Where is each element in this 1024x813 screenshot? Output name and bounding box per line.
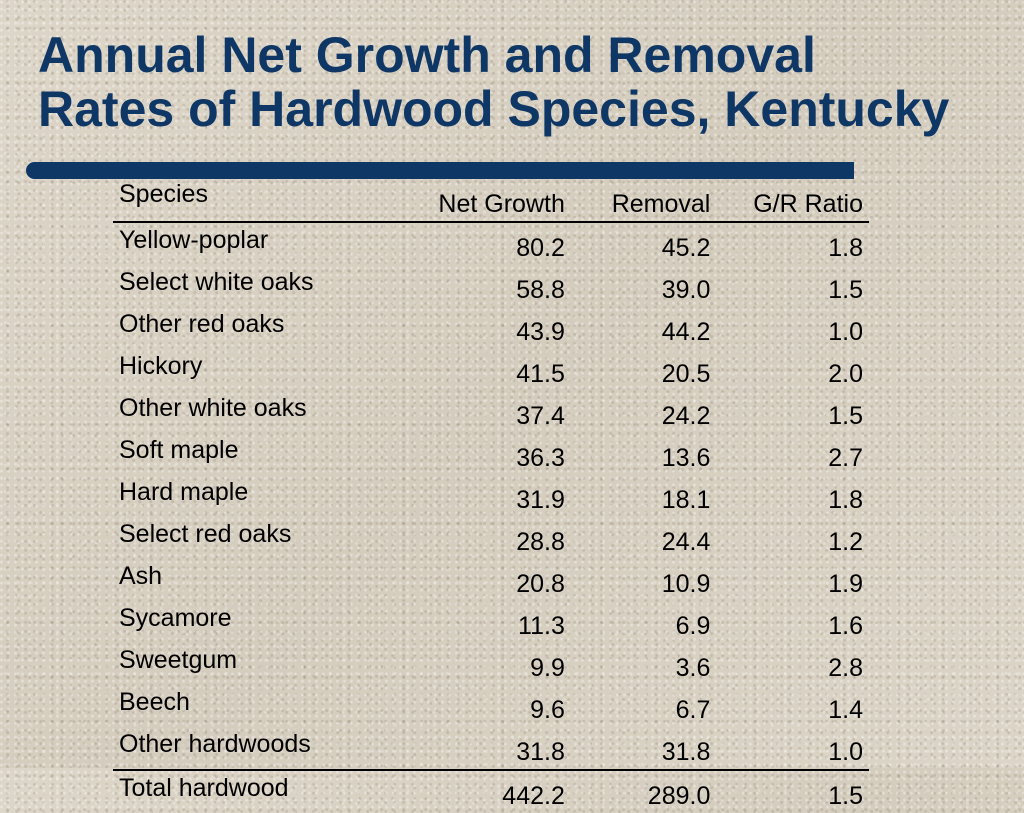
growth-removal-table: Species Net Growth Removal G/R Ratio Yel… [113,180,869,813]
table-row: Sycamore 11.3 6.9 1.6 [113,601,869,643]
cell-removal: 18.1 [661,486,711,514]
cell-gr-ratio: 1.8 [828,486,863,514]
table-row: Other hardwoods 31.8 31.8 1.0 [113,727,869,770]
table-row: Other red oaks 43.9 44.2 1.0 [113,307,869,349]
cell-species: Select red oaks [119,520,292,548]
cell-net-growth: 28.8 [516,528,565,556]
cell-gr-ratio: 1.5 [828,402,863,430]
cell-net-growth: 36.3 [516,444,565,472]
cell-species: Hickory [119,352,203,380]
cell-net-growth: 20.8 [516,570,565,598]
table-row: Beech 9.6 6.7 1.4 [113,685,869,727]
cell-net-growth: 31.9 [516,486,565,514]
cell-removal: 3.6 [675,654,711,682]
cell-gr-ratio: 2.0 [828,360,863,388]
table-row: Sweetgum 9.9 3.6 2.8 [113,643,869,685]
cell-removal: 39.0 [661,276,711,304]
cell-net-growth: 58.8 [516,276,565,304]
cell-removal: 20.5 [661,360,711,388]
table-header-row: Species Net Growth Removal G/R Ratio [113,180,869,223]
cell-species: Ash [119,562,163,590]
total-net-growth: 442.2 [408,769,571,813]
cell-gr-ratio: 2.7 [828,444,863,472]
cell-net-growth: 43.9 [516,318,565,346]
cell-net-growth: 41.5 [516,360,565,388]
cell-gr-ratio: 2.8 [828,654,863,682]
slide-title-line-2: Rates of Hardwood Species, Kentucky [38,81,950,137]
total-gr-ratio: 1.5 [716,769,869,813]
table-row: Select red oaks 28.8 24.4 1.2 [113,517,869,559]
cell-net-growth: 80.2 [516,234,565,262]
cell-removal: 24.2 [661,402,711,430]
slide-title-line-1: Annual Net Growth and Removal [38,27,816,83]
cell-gr-ratio: 1.2 [828,528,863,556]
cell-species: Other white oaks [119,394,307,422]
table-body: Yellow-poplar 80.2 45.2 1.8 Select white… [113,222,869,813]
table-row: Ash 20.8 10.9 1.9 [113,559,869,601]
cell-gr-ratio: 1.0 [828,738,863,766]
header-species: Species [113,180,409,223]
total-removal: 289.0 [570,769,717,813]
cell-removal: 6.9 [675,612,711,640]
cell-removal: 6.7 [675,696,711,724]
cell-species: Other red oaks [119,310,285,338]
cell-gr-ratio: 1.0 [828,318,863,346]
table-header: Species Net Growth Removal G/R Ratio [113,180,869,223]
cell-species: Beech [119,688,190,716]
slide-title: Annual Net Growth and Removal Rates of H… [38,28,998,136]
cell-gr-ratio: 1.8 [828,234,863,262]
cell-species: Other hardwoods [119,730,311,758]
cell-species: Sweetgum [119,646,238,674]
header-gr-ratio: G/R Ratio [716,180,869,223]
cell-removal: 10.9 [661,570,711,598]
cell-net-growth: 9.9 [530,654,565,682]
table-row: Other white oaks 37.4 24.2 1.5 [113,391,869,433]
cell-net-growth: 11.3 [518,612,565,640]
cell-species: Hard maple [119,478,249,506]
cell-removal: 44.2 [661,318,711,346]
cell-net-growth: 31.8 [516,738,565,766]
table-row: Hard maple 31.9 18.1 1.8 [113,475,869,517]
table-row: Select white oaks 58.8 39.0 1.5 [113,265,869,307]
cell-species: Yellow-poplar [119,226,269,254]
cell-species: Select white oaks [119,268,314,296]
cell-removal: 24.4 [661,528,711,556]
cell-net-growth: 9.6 [530,696,565,724]
cell-species: Soft maple [119,436,239,464]
cell-gr-ratio: 1.9 [828,570,863,598]
table-row: Yellow-poplar 80.2 45.2 1.8 [113,222,869,265]
table-total-row: Total hardwood 442.2 289.0 1.5 [113,769,869,813]
cell-removal: 13.6 [661,444,711,472]
title-underline-bar [26,162,854,179]
cell-net-growth: 37.4 [516,402,565,430]
header-removal: Removal [570,180,717,223]
cell-gr-ratio: 1.5 [828,276,863,304]
table-row: Soft maple 36.3 13.6 2.7 [113,433,869,475]
header-net-growth: Net Growth [408,180,571,223]
total-species: Total hardwood [113,769,409,813]
cell-gr-ratio: 1.6 [828,612,863,640]
cell-species: Sycamore [119,604,232,632]
cell-removal: 45.2 [661,234,711,262]
cell-gr-ratio: 1.4 [828,696,863,724]
table-row: Hickory 41.5 20.5 2.0 [113,349,869,391]
cell-removal: 31.8 [661,738,711,766]
